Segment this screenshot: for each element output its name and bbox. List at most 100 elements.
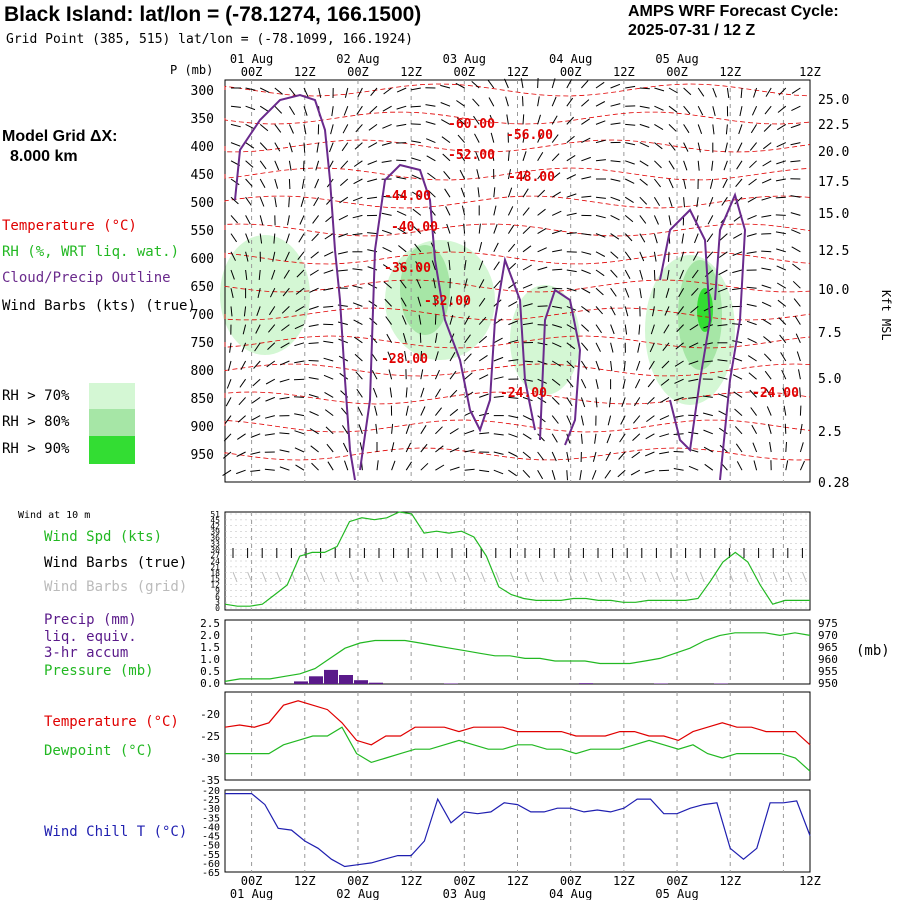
wind-barb [493,433,504,436]
wind-tick-label: 51 [210,510,220,519]
wind-barb [236,469,246,475]
wind-barb [581,342,589,351]
wind-barb [491,150,495,161]
surface-wind-barb-grid [451,571,457,583]
wind-barb [644,469,655,474]
wind-barb [318,87,322,98]
wind-barb [427,189,436,198]
wind-barb [783,405,787,416]
model-grid-label: Model Grid ΔX: [2,128,118,145]
wind-barb [668,251,670,262]
wind-barb [697,142,701,153]
wind-barb [282,287,290,297]
precip-bar [354,680,368,684]
wind-barb [566,451,570,462]
wind-barb [259,142,268,151]
wind-barb [245,87,256,91]
wind-barb [280,342,290,349]
wind-barb [487,79,495,89]
wind-barb [381,142,392,146]
wind-barb [775,214,786,216]
wind-barb [799,387,801,398]
wind-barb [537,324,548,326]
wind-barb [762,160,772,167]
wind-barb [610,324,615,335]
height-tick-label: 25.0 [818,93,849,108]
wind-barb [678,287,685,298]
wind-barb [552,230,562,235]
wind-barb [410,105,421,108]
wind-barb [639,215,647,224]
wind-barb [449,370,457,380]
wind-barb [551,433,558,443]
wind-barb [551,210,562,216]
wind-barb [712,106,716,117]
wind-barb [356,388,363,398]
wind-barb [294,430,305,435]
wind-barb [337,251,348,255]
wind-barb [679,269,685,280]
precip-liq-label: liq. equiv. [44,629,137,645]
wind-barb [419,332,422,343]
wind-barb [259,124,269,132]
wind-barb [537,133,543,143]
wind-barb [522,151,527,161]
pressure-tick-label: 965 [818,641,838,654]
wind-barb [619,433,626,443]
wind-barb [649,342,655,353]
wind-barb [647,378,655,388]
wind-barb [355,371,363,380]
surface-wind-barb-grid [582,571,588,583]
wind-barb [342,124,349,134]
wind-barb [474,133,480,143]
wind-barb [289,87,296,97]
wind-barb [790,142,801,146]
wind-barb [410,140,421,144]
bottom-hour-label: 12Z [294,874,316,888]
wind-barb [324,391,334,398]
wind-barb [662,342,670,352]
wind-barb [537,342,548,346]
wind-barb [552,305,563,309]
wind-barb [506,114,509,125]
wind-barb [595,139,606,144]
wind-barb [274,142,281,152]
temperature-contour-label: -44.00 [384,189,431,204]
wind-barb [706,233,714,243]
wind-barb [388,369,393,380]
wind-barb [776,265,787,271]
wind-barb [455,82,465,89]
height-tick-label: 17.5 [818,175,849,190]
wind-barb [676,324,684,333]
wind-barb [308,360,319,362]
wind-barb [303,106,308,116]
wind-barb [702,412,713,417]
wind-barb [537,96,540,107]
wind-barb [581,324,590,332]
wind-barb [696,197,699,208]
wind-barb [375,423,378,434]
wind-barb [658,469,670,472]
wind-barb [464,260,467,271]
wind-barb [522,188,529,198]
wind-barb [746,303,757,307]
wind-barb [665,288,670,298]
wind-barb [775,196,786,199]
legend-rh70-label: RH > 70% [2,388,70,404]
temperature-contour-1 [224,111,811,125]
wind-barb [799,442,804,453]
wind-barb [230,251,236,261]
wind-barb [493,261,500,271]
wind-barb [717,393,728,398]
temperature-tick-label: -30 [200,752,220,765]
wind-barb [777,105,787,113]
wind-barb [259,197,265,207]
wind-barb [595,306,603,315]
wind-barb [464,372,473,380]
grid-point-label: Grid Point (385, 515) lat/lon = (-78.109… [6,32,413,47]
top-hour-label: 12Z [507,65,529,79]
wind-barb [683,87,692,96]
wind-barb [753,87,758,98]
precip-bar [579,683,593,684]
